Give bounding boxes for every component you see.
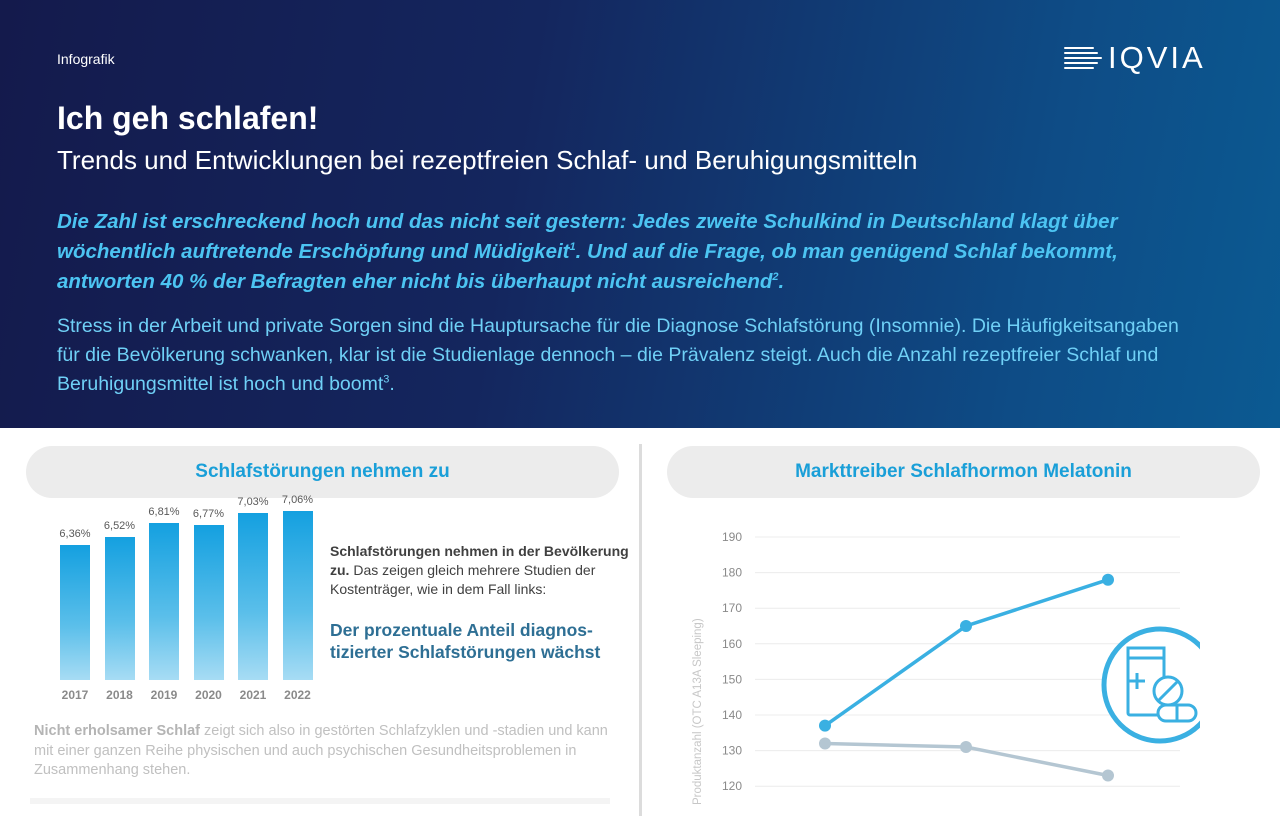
bar-year-label: 2021 (239, 688, 267, 702)
y-tick-label: 180 (722, 566, 742, 580)
footnote-1: 1 (569, 241, 576, 254)
y-tick-label: 160 (722, 637, 742, 651)
bar-2017: 6,36% 2017 (59, 510, 90, 710)
lead-text-3: . (778, 270, 785, 293)
bar-value-label: 6,36% (59, 527, 91, 540)
side-text-bold: Schlafstörungen nehmen in der Bevölkerun… (330, 543, 629, 578)
lead-text-1: Die Zahl ist erschreckend hoch und das n… (57, 210, 1118, 263)
y-tick-label: 190 (722, 530, 742, 544)
bar-chart: 6,36% 2017 6,52% 2018 6,81% 2019 6,77% 2020 7,03… (50, 494, 320, 710)
bar-value-label: 6,81% (148, 506, 180, 519)
bar-2021: 7,03% 2021 (237, 496, 268, 710)
left-panel-header: Schlafstörungen nehmen zu (26, 446, 619, 498)
bar-year-label: 2020 (195, 688, 222, 702)
series-point-2 (1102, 769, 1114, 782)
bar-value-label: 7,03% (237, 495, 269, 508)
y-tick-label: 170 (722, 601, 742, 615)
hero-banner: Infografik IQVIA Ich geh schlafen! Trend… (0, 0, 1280, 428)
bar-2018: 6,52% 2018 (104, 510, 135, 710)
series-point-1 (1102, 573, 1114, 586)
side-text: Schlafstörungen nehmen in der Bevölkerun… (330, 542, 630, 599)
bar-2019: 6,81% 2019 (148, 506, 179, 710)
bar-value-label: 7,06% (281, 494, 314, 507)
bar-year-label: 2022 (284, 688, 311, 702)
series-point-2 (960, 741, 972, 754)
faded-strip (30, 798, 610, 804)
series-point-2 (819, 737, 831, 750)
bar-fill-2017 (60, 544, 90, 680)
bar-fill-2018 (104, 537, 135, 680)
page-title: Ich geh schlafen! (57, 100, 319, 136)
line-chart: 190 180 170 160 150 140 130 120 (722, 530, 1200, 793)
bar-2022: 7,06% 2022 (282, 494, 313, 710)
bar-year-label: 2019 (150, 688, 178, 702)
right-panel-header: Markttreiber Schlafhormon Melatonin (667, 446, 1260, 498)
body-text: Stress in der Arbeit und private Sorgen … (57, 315, 1179, 395)
y-tick-label: 120 (722, 779, 742, 793)
lead-paragraph: Die Zahl ist erschreckend hoch und das n… (57, 207, 1207, 297)
bar-value-label: 6,77% (192, 508, 225, 521)
body-paragraph: Stress in der Arbeit und private Sorgen … (57, 312, 1207, 399)
page-subtitle: Trends und Entwicklungen bei rezeptfreie… (57, 145, 918, 175)
footnote-2: 2 (772, 271, 779, 284)
series-point-1 (819, 719, 831, 732)
bar-2020: 6,77% 2020 (193, 508, 224, 710)
body-end: . (389, 373, 395, 395)
line-chart-ylabel: Produktanzahl (OTC A13A Sleeping) (692, 618, 704, 805)
bar-year-label: 2018 (106, 688, 133, 702)
bar-fill-2022 (282, 511, 313, 680)
panel-divider (639, 444, 642, 816)
faded-bold: Nicht erholsamer Schlaf (34, 723, 200, 739)
logo-text: IQVIA (1108, 40, 1206, 75)
footnote-3: 3 (383, 373, 390, 386)
side-text-rest: Das zeigen gleich mehrere Studien der Ko… (330, 562, 596, 597)
faded-rest: zeigt sich also in gestörten Schlafzykle… (34, 723, 608, 778)
lead-text-2: . Und auf die Frage, ob man genügend Sch… (57, 240, 1118, 293)
bar-fill-2021 (238, 512, 268, 680)
iqvia-logo: IQVIA (1064, 40, 1234, 76)
bar-value-label: 6,52% (103, 520, 136, 533)
y-tick-label: 140 (722, 708, 742, 722)
left-panel-title: Schlafstörungen nehmen zu (195, 461, 450, 482)
right-panel-title: Markttreiber Schlafhormon Melatonin (795, 461, 1132, 482)
bar-year-label: 2017 (61, 688, 89, 702)
logo-lines-icon (1064, 47, 1102, 69)
series-point-1 (960, 620, 972, 632)
y-tick-label: 150 (722, 672, 742, 686)
side-highlight: Der prozentuale Anteil diagnos-tizierter… (330, 620, 601, 662)
bar-fill-2019 (149, 523, 179, 680)
faded-paragraph: Nicht erholsamer Schlaf zeigt sich also … (34, 722, 614, 781)
bar-fill-2020 (193, 525, 224, 680)
medicine-bottle-pills-icon (1101, 626, 1200, 744)
category-tag: Infografik (57, 51, 115, 67)
series-line-1 (823, 578, 1109, 728)
y-tick-label: 130 (722, 744, 742, 758)
